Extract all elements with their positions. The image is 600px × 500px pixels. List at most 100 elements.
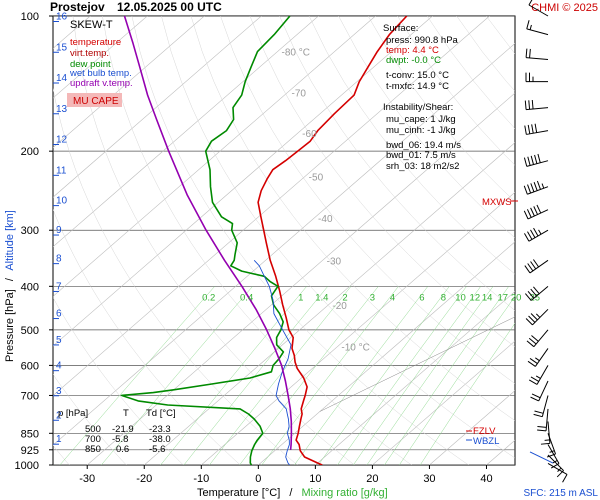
wind-barb-half bbox=[535, 375, 541, 379]
instability-srh-03: srh_03: 18 m2/s2 bbox=[386, 161, 459, 172]
y-axis-title-pressure: Pressure [hPa] bbox=[4, 289, 16, 362]
legend-temperature: temperature bbox=[70, 37, 121, 48]
wind-barb-staff bbox=[547, 463, 568, 475]
level-table-cell: -23.3 bbox=[149, 424, 171, 435]
level-table-cell: -38.0 bbox=[149, 434, 171, 445]
level-table-cell: 0.6 bbox=[116, 444, 129, 455]
wind-barb bbox=[524, 123, 549, 135]
reference-line bbox=[319, 316, 515, 412]
mixing-ratio-label: 17 bbox=[498, 292, 509, 303]
altitude-tick-label: 6 bbox=[56, 309, 62, 320]
isotherm-label: -10 °C bbox=[341, 343, 369, 354]
surface-tconv: t-conv: 15.0 °C bbox=[386, 70, 449, 81]
mixing-ratio-label: 3 bbox=[370, 292, 375, 303]
level-table-cell: 700 bbox=[85, 434, 101, 445]
wind-barb-flag bbox=[525, 318, 533, 326]
isotherm-label: -80 °C bbox=[282, 48, 310, 59]
x-axis-title: Temperature [°C] / Mixing ratio [g/kg] bbox=[197, 487, 388, 499]
mixing-ratio-label: 0.2 bbox=[202, 292, 215, 303]
wind-barb-flag bbox=[537, 429, 547, 432]
dry-adiabat bbox=[249, 16, 515, 348]
mixing-ratio-line bbox=[366, 286, 494, 465]
instability-mu-cape: mu_cape: 1 J/kg bbox=[386, 114, 456, 125]
dry-adiabat bbox=[161, 16, 515, 459]
wind-barb-flag bbox=[533, 286, 540, 295]
wind-barb bbox=[526, 20, 549, 36]
mxws-label: MXWS bbox=[482, 197, 512, 208]
wind-barb-flag bbox=[531, 124, 534, 134]
wind-barb-flag bbox=[527, 360, 536, 367]
wind-barb-flag bbox=[546, 453, 556, 458]
wind-barb-flag bbox=[530, 261, 537, 270]
altitude-tick-label: 5 bbox=[56, 335, 62, 346]
instability-mu-cinh: mu_cinh: -1 J/kg bbox=[386, 125, 456, 136]
wind-barb-flag bbox=[540, 442, 550, 445]
wind-barb-flag bbox=[537, 426, 547, 428]
level-table-cell: -21.9 bbox=[112, 424, 134, 435]
wind-barb-flag bbox=[524, 233, 530, 242]
mixing-ratio-line bbox=[261, 286, 399, 465]
wind-barb bbox=[530, 380, 549, 402]
wind-barbs bbox=[523, 0, 568, 483]
mixing-ratio-line bbox=[160, 286, 307, 465]
wind-barb-flag bbox=[530, 229, 536, 238]
altitude-tick-label: 3 bbox=[56, 386, 62, 397]
wind-barb-flag bbox=[527, 184, 532, 194]
isotherm-line bbox=[53, 16, 262, 198]
wind-barb-flag bbox=[527, 263, 534, 272]
isotherm-label: -50 bbox=[309, 173, 324, 184]
dry-adiabat bbox=[338, 16, 515, 239]
series-line-wet-bulb-temp bbox=[253, 259, 292, 465]
wind-barb-half bbox=[529, 24, 532, 30]
wind-barb-flag bbox=[527, 231, 533, 240]
wind-barb-flag bbox=[526, 209, 532, 218]
temperature-tick-label: 20 bbox=[366, 473, 378, 485]
mixing-ratio-line bbox=[384, 286, 510, 465]
legend: SKEW-T temperature virt.temp. dew point … bbox=[67, 19, 133, 107]
altitude-tick-label: 11 bbox=[56, 165, 67, 176]
wind-barb bbox=[526, 329, 549, 348]
series-line-dew-point bbox=[120, 16, 291, 465]
wind-barb-flag bbox=[524, 293, 532, 301]
dry-adiabat bbox=[308, 16, 515, 275]
level-markers: MXWS FZLV WBZL bbox=[466, 197, 518, 447]
wind-barb bbox=[547, 463, 568, 483]
wind-barb-staff bbox=[541, 395, 549, 417]
mixing-ratio-line bbox=[294, 286, 429, 465]
wind-barb-flag bbox=[534, 410, 544, 414]
wind-barb-flag bbox=[530, 155, 534, 165]
chart-title: SKEW-T bbox=[70, 19, 113, 31]
wind-barb-staff bbox=[528, 229, 549, 242]
mixing-ratio-line bbox=[209, 286, 352, 465]
pressure-tick-label: 1000 bbox=[15, 460, 39, 472]
wind-barb-half bbox=[557, 467, 562, 472]
wind-barb-half bbox=[549, 450, 555, 453]
wind-barb-flag bbox=[556, 470, 564, 478]
altitude-tick-label: 4 bbox=[56, 361, 62, 372]
mixing-ratio-label: 6 bbox=[419, 292, 424, 303]
wind-barb bbox=[524, 99, 549, 111]
fzlv-label: FZLV bbox=[473, 426, 496, 437]
wind-barb-staff bbox=[534, 348, 549, 367]
isotherm-label: -40 bbox=[318, 214, 333, 225]
wind-barb bbox=[524, 285, 549, 301]
pressure-tick-label: 200 bbox=[21, 146, 39, 158]
pressure-tick-label: 500 bbox=[21, 325, 39, 337]
wind-barb-flag bbox=[530, 313, 538, 321]
temperature-tick-label: 30 bbox=[423, 473, 435, 485]
wind-barb-flag bbox=[529, 358, 538, 364]
wind-barb-flag bbox=[530, 183, 535, 193]
wind-barb-flag bbox=[537, 153, 541, 163]
wind-barb-flag bbox=[523, 157, 528, 167]
wind-barb-flag bbox=[526, 340, 535, 348]
dry-adiabat bbox=[367, 16, 515, 202]
altitude-tick-label: 7 bbox=[56, 281, 62, 292]
x-axis-title-temperature: Temperature [°C] bbox=[197, 487, 280, 499]
wind-barb bbox=[523, 180, 549, 195]
wind-barb-flag bbox=[528, 315, 536, 323]
mixing-ratio-label: 4 bbox=[390, 292, 395, 303]
dry-adiabat bbox=[72, 16, 355, 465]
wind-barb bbox=[528, 0, 549, 17]
wind-barb-staff bbox=[530, 285, 549, 301]
